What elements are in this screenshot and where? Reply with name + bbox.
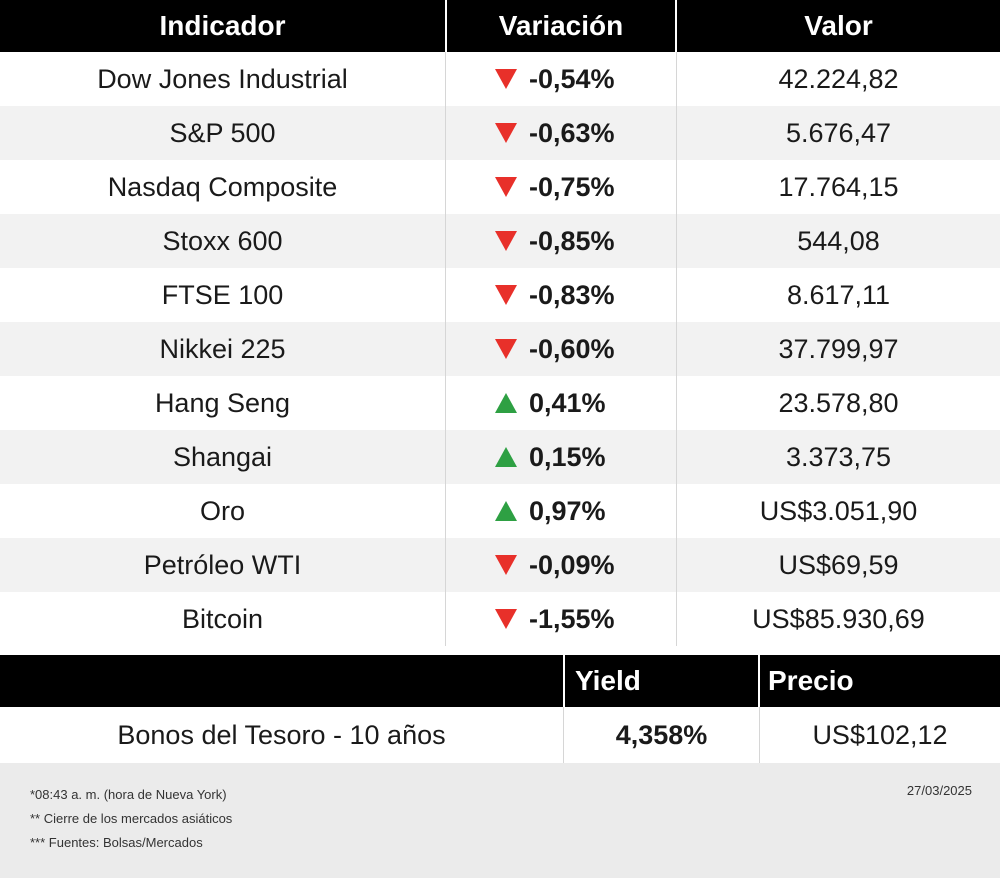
variation-value: -0,75%: [529, 171, 615, 202]
indicator-value: 544,08: [797, 225, 880, 256]
header-indicator: Indicador: [159, 10, 286, 41]
triangle-down-icon: [495, 69, 517, 89]
table-row: Nasdaq Composite -0,75% 17.764,15: [0, 160, 1000, 214]
indicator-name: Nikkei 225: [159, 333, 286, 364]
indicator-name: Nasdaq Composite: [107, 171, 338, 202]
table-row: Oro 0,97% US$3.051,90: [0, 484, 1000, 538]
indicator-name: Bitcoin: [181, 603, 264, 634]
indicator-variation: 0,41%: [445, 376, 677, 430]
indicator-value: US$3.051,90: [759, 495, 918, 526]
indicator-name: Oro: [199, 495, 245, 526]
indicator-name: Petróleo WTI: [143, 549, 302, 580]
footer-date: 27/03/2025: [906, 783, 972, 798]
variation-value: 0,41%: [529, 387, 606, 418]
table-row: S&P 500 -0,63% 5.676,47: [0, 106, 1000, 160]
indicator-name: S&P 500: [169, 117, 276, 148]
variation-value: -1,55%: [529, 603, 615, 634]
indicator-value: 23.578,80: [778, 387, 899, 418]
table-body: Dow Jones Industrial -0,54% 42.224,82 S&P 5…: [0, 52, 1000, 646]
variation-value: -0,85%: [529, 225, 615, 256]
indicator-name: Dow Jones Industrial: [97, 63, 348, 94]
indicator-variation: -1,55%: [445, 592, 677, 646]
table-row: Nikkei 225 -0,60% 37.799,97: [0, 322, 1000, 376]
indicator-value: 17.764,15: [778, 171, 899, 202]
bond-header: Yield Precio: [0, 655, 1000, 707]
triangle-down-icon: [495, 555, 517, 575]
variation-value: -0,60%: [529, 333, 615, 364]
footnote-asian-markets: ** Cierre de los mercados asiáticos: [30, 811, 233, 826]
indicator-variation: 0,97%: [445, 484, 677, 538]
header-price: Precio: [768, 665, 854, 696]
triangle-down-icon: [495, 285, 517, 305]
footer: *08:43 a. m. (hora de Nueva York) ** Cie…: [0, 763, 1000, 878]
table-row: Petróleo WTI -0,09% US$69,59: [0, 538, 1000, 592]
bond-name: Bonos del Tesoro - 10 años: [117, 719, 446, 750]
table-row: Dow Jones Industrial -0,54% 42.224,82: [0, 52, 1000, 106]
market-indicators-table: Indicador Variación Valor Dow Jones Indu…: [0, 0, 1000, 646]
table-row: Hang Seng 0,41% 23.578,80: [0, 376, 1000, 430]
header-yield: Yield: [563, 655, 760, 707]
footnote-time: *08:43 a. m. (hora de Nueva York): [30, 787, 227, 802]
triangle-down-icon: [495, 339, 517, 359]
indicator-variation: 0,15%: [445, 430, 677, 484]
bond-yield: 4,358%: [563, 707, 760, 763]
variation-value: -0,09%: [529, 549, 615, 580]
variation-value: -0,63%: [529, 117, 615, 148]
triangle-down-icon: [495, 231, 517, 251]
indicator-name: FTSE 100: [161, 279, 284, 310]
variation-value: -0,83%: [529, 279, 615, 310]
indicator-variation: -0,85%: [445, 214, 677, 268]
footnote-sources: *** Fuentes: Bolsas/Mercados: [30, 835, 203, 850]
indicator-value: 5.676,47: [785, 117, 892, 148]
indicator-value: 8.617,11: [786, 279, 891, 310]
table-row: Bitcoin -1,55% US$85.930,69: [0, 592, 1000, 646]
triangle-up-icon: [495, 393, 517, 413]
header-variation: Variación: [445, 0, 677, 52]
indicator-value: US$69,59: [778, 549, 899, 580]
triangle-down-icon: [495, 177, 517, 197]
indicator-name: Shangai: [172, 441, 273, 472]
indicator-value: 42.224,82: [778, 63, 899, 94]
table-row: Stoxx 600 -0,85% 544,08: [0, 214, 1000, 268]
bond-header-spacer: [0, 655, 563, 707]
indicator-value: 37.799,97: [778, 333, 899, 364]
bond-row: Bonos del Tesoro - 10 años 4,358% US$102…: [0, 707, 1000, 763]
indicator-value: US$85.930,69: [752, 603, 925, 634]
indicator-variation: -0,63%: [445, 106, 677, 160]
variation-value: -0,54%: [529, 63, 615, 94]
indicator-name: Hang Seng: [154, 387, 291, 418]
triangle-up-icon: [495, 447, 517, 467]
table-row: Shangai 0,15% 3.373,75: [0, 430, 1000, 484]
indicator-variation: -0,83%: [445, 268, 677, 322]
indicator-variation: -0,54%: [445, 52, 677, 106]
triangle-up-icon: [495, 501, 517, 521]
triangle-down-icon: [495, 123, 517, 143]
table-header: Indicador Variación Valor: [0, 0, 1000, 52]
bond-price: US$102,12: [812, 719, 948, 750]
indicator-variation: -0,60%: [445, 322, 677, 376]
header-value: Valor: [804, 10, 873, 41]
variation-value: 0,15%: [529, 441, 606, 472]
variation-value: 0,97%: [529, 495, 606, 526]
triangle-down-icon: [495, 609, 517, 629]
indicator-variation: -0,09%: [445, 538, 677, 592]
indicator-value: 3.373,75: [785, 441, 892, 472]
table-row: FTSE 100 -0,83% 8.617,11: [0, 268, 1000, 322]
indicator-variation: -0,75%: [445, 160, 677, 214]
indicator-name: Stoxx 600: [162, 225, 283, 256]
